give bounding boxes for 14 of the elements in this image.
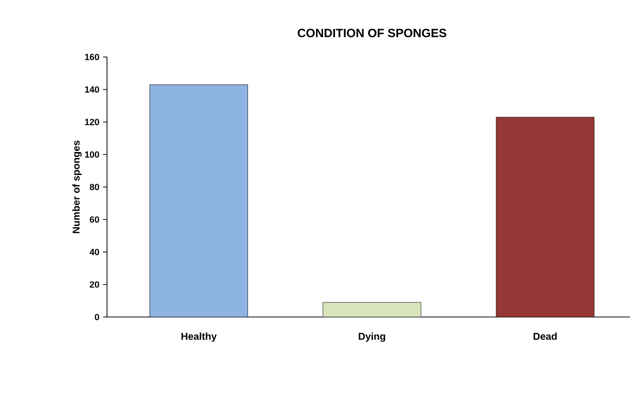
y-tick-label: 20 bbox=[90, 281, 100, 288]
y-tick-label: 140 bbox=[85, 86, 100, 93]
y-tick-label: 160 bbox=[85, 54, 100, 60]
x-tick-label: Dying bbox=[358, 332, 386, 342]
x-tick-label: Dead bbox=[534, 332, 557, 340]
y-axis-title: Number of sponges bbox=[72, 140, 82, 234]
y-tick-label: 80 bbox=[90, 184, 100, 190]
x-tick-label: Healthy bbox=[181, 332, 217, 342]
y-tick-label: 100 bbox=[85, 151, 100, 158]
chart-title: CONDITION OF SPONGES bbox=[298, 28, 446, 38]
y-tick-label: 40 bbox=[90, 248, 100, 256]
y-tick-label: 60 bbox=[90, 216, 100, 223]
y-tick-label: 0 bbox=[94, 314, 100, 320]
y-tick-label: 120 bbox=[85, 118, 100, 126]
